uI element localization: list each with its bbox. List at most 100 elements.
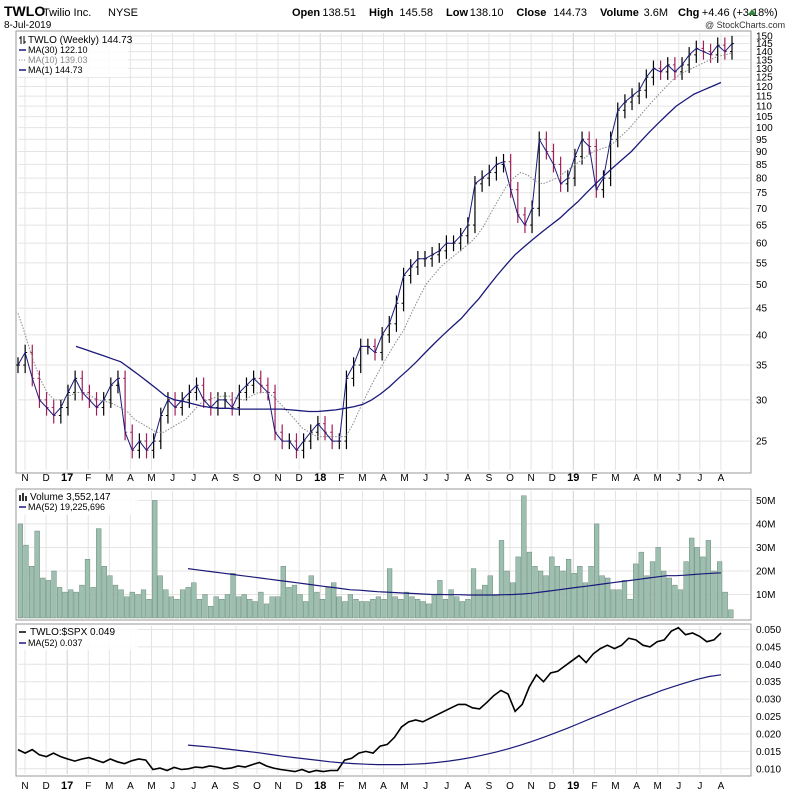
volume-bar [196,599,203,619]
volume-bar [538,570,544,619]
volume-bar [57,587,63,619]
x-tick-label: M [358,781,366,792]
volume-bar [493,594,499,619]
price-tick-label: 80 [756,174,768,185]
x-tick-label: 17 [61,472,73,484]
ratio-tick-label: 0.040 [756,660,781,671]
volume-bar [627,599,633,619]
quote-value-open: 138.51 [322,7,356,19]
volume-legend: Volume 3,552,147 MA(52) 19,225,696 [18,491,138,515]
price-tick-label: 60 [756,239,768,250]
x-tick-label: M [611,473,619,484]
price-tick-label: 95 [756,135,768,146]
volume-bar [711,570,717,619]
volume-bar [34,530,40,619]
price-tick-label: 130 [756,64,773,75]
x-tick-label: A [127,473,134,484]
volume-bar [207,606,214,619]
quote-value-volume: 3.6M [644,7,668,19]
volume-bar [543,575,549,619]
x-tick-label: A [718,473,725,484]
price-tick-label: 120 [756,82,773,93]
price-tick-label: 115 [756,92,772,103]
volume-bar [571,573,577,619]
legend-volume: Volume 3,552,147 [30,492,111,503]
volume-bar [554,566,561,619]
x-tick-label: O [506,781,514,792]
price-tick-label: 110 [756,102,772,113]
volume-tick-label: 30M [756,543,775,554]
volume-bar [275,596,281,619]
quote-label-low: Low [446,7,468,19]
x-tick-label: J [444,473,449,484]
legend-ma10: MA(10) 139.03 [28,55,88,65]
quote-label-open: Open [292,7,320,19]
volume-bar [403,591,410,619]
volume-bar [325,587,331,619]
x-tick-label: A [465,473,472,484]
watermark: @ StockCharts.com [705,20,785,30]
volume-bar [230,573,236,619]
volume-bar [375,596,382,619]
volume-bar [689,537,695,619]
volume-bar [23,544,29,619]
x-tick-label: D [42,781,49,792]
volume-bar [437,580,443,619]
price-tick-label: 30 [756,395,768,406]
volume-bar [40,577,46,619]
price-tick-label: 100 [756,123,773,134]
x-tick-label: J [697,781,702,792]
x-tick-label: A [633,781,640,792]
quote-value-close: 144.73 [553,7,587,19]
volume-bar [213,596,219,619]
x-tick-label: M [147,473,155,484]
volume-bar [68,589,74,619]
legend-ratio: TWLO:$SPX 0.049 [30,627,115,638]
ratio-tick-label: 0.025 [756,712,781,723]
x-tick-label: A [211,781,218,792]
ma10-line [17,52,733,438]
volume-bar [51,570,57,619]
price-tick-label: 40 [756,330,768,341]
price-tick-label: 75 [756,188,768,199]
x-tick-label: M [653,473,661,484]
volume-bar [224,594,231,619]
x-tick-label: J [191,781,196,792]
volume-bar [118,589,124,619]
volume-bar [331,582,337,619]
volume-bar [269,596,275,619]
x-tick-label: M [147,781,155,792]
price-tick-label: 145 [756,39,773,50]
volume-bar [700,556,706,619]
ratio-tick-label: 0.010 [756,764,781,775]
volume-bar [510,582,516,619]
price-tick-label: 25 [756,437,768,448]
volume-bar [392,596,398,619]
volume-bar [29,566,35,619]
chart-header: TWLO Twilio Inc. NYSE 8-Jul-2019 Open 138… [4,3,785,31]
quote-label-close: Close [516,7,546,19]
volume-bar [605,577,611,619]
price-tick-label: 140 [756,47,773,58]
x-tick-label: S [233,781,240,792]
volume-bar [672,584,678,619]
volume-bar [107,575,113,619]
x-tick-label: J [444,781,449,792]
volume-bar [202,594,208,619]
x-tick-label: 17 [61,780,73,792]
chart-date: 8-Jul-2019 [4,20,52,31]
volume-bar [521,495,527,619]
volume-bar [191,582,197,619]
volume-bar [219,599,225,619]
volume-bar [336,596,342,619]
volume-bar [370,599,376,619]
volume-bar [599,575,605,619]
volume-bar [644,575,650,619]
price-tick-label: 55 [756,258,768,269]
x-tick-label: F [85,781,91,792]
volume-bar [73,591,79,619]
volume-bar [152,500,158,619]
volume-bar [62,591,68,619]
volume-bar [258,591,264,619]
x-tick-label: A [633,473,640,484]
